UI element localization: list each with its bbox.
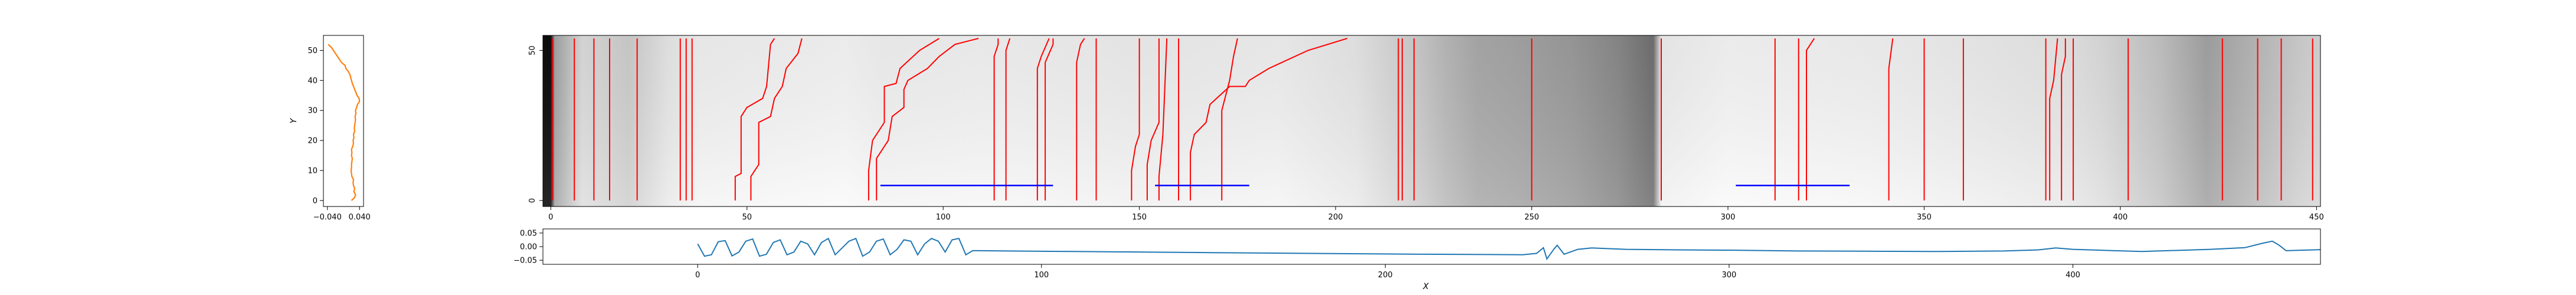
bottom-signal-y-tick-label: −0.05: [513, 257, 537, 266]
bottom-signal-y-tick-label: 0.00: [520, 243, 537, 252]
red-path-10: [868, 38, 940, 201]
bottom-signal-x-ticks: 0 100 200 300 400: [695, 264, 2080, 280]
red-path-22: [1190, 38, 1348, 201]
heatmap-y-ticks: 0 50: [528, 45, 543, 203]
heatmap-x-tick-label: 450: [2309, 213, 2324, 222]
red-path-15: [1045, 38, 1054, 201]
bottom-signal-x-tick-label: 0: [695, 271, 700, 280]
heatmap-x-tick-label: 150: [1132, 213, 1147, 222]
heatmap-y-tick-label: 0: [528, 198, 537, 203]
heatmap-x-tick-label: 100: [936, 213, 951, 222]
side-profile-panel: −0.040 0.040 0 10 20 30 40 50 Y: [289, 35, 371, 222]
side-profile-frame: [323, 35, 364, 207]
red-path-8: [734, 38, 775, 201]
side-profile-y-tick-label: 40: [307, 77, 318, 86]
bottom-signal-series: [697, 237, 2320, 261]
red-path-12: [993, 38, 999, 201]
red-path-31: [1806, 38, 1815, 201]
heatmap-frame: [542, 35, 2321, 207]
bottom-signal-y-tick-label: 0.05: [520, 229, 537, 238]
red-path-18: [1131, 38, 1140, 201]
side-profile-line-0: [328, 44, 361, 201]
red-path-14: [1036, 38, 1050, 201]
red-path-11: [876, 38, 979, 201]
red-path-20: [1158, 38, 1168, 201]
side-profile-y-axis-label: Y: [289, 117, 299, 123]
bottom-signal-x-tick-label: 400: [2066, 271, 2080, 280]
heatmap-x-tick-label: 0: [548, 213, 553, 222]
heatmap-x-tick-label: 250: [1524, 213, 1539, 222]
heatmap-x-tick-label: 350: [1917, 213, 1932, 222]
red-path-36: [2049, 38, 2058, 201]
bottom-signal-x-tick-label: 200: [1378, 271, 1393, 280]
side-profile-y-tick-label: 20: [307, 137, 318, 146]
side-profile-x-ticks: −0.040 0.040: [313, 206, 371, 222]
bottom-signal-panel: 0 100 200 300 400 0.05 0.00 −0.05 X: [513, 228, 2321, 291]
heatmap-x-tick-label: 300: [1721, 213, 1736, 222]
red-path-13: [1005, 38, 1011, 201]
red-path-16: [1076, 38, 1085, 201]
heatmap-x-tick-label: 50: [742, 213, 752, 222]
side-profile-y-ticks: 0 10 20 30 40 50: [307, 47, 323, 205]
heatmap-y-tick-label: 50: [528, 45, 537, 55]
side-profile-y-tick-label: 10: [307, 166, 318, 175]
bottom-signal-x-axis-label: X: [1422, 282, 1429, 291]
bottom-signal-x-tick-label: 100: [1034, 271, 1049, 280]
side-profile-x-tick-label: 0.040: [349, 213, 371, 222]
red-path-23: [1221, 38, 1238, 201]
side-profile-y-tick-label: 30: [307, 107, 318, 116]
red-path-37: [2061, 38, 2066, 201]
heatmap-x-tick-label: 400: [2113, 213, 2127, 222]
side-profile-x-tick-label: −0.040: [313, 213, 342, 222]
side-profile-y-tick-label: 50: [307, 47, 318, 55]
heatmap-x-ticks: 0 50 100 150 200 250 300 350 400 450: [548, 206, 2324, 222]
heatmap-panel: 0 50 100 150 200 250 300 350 400 450 0 50: [528, 35, 2324, 222]
bottom-signal-line-0: [697, 237, 2320, 261]
red-path-19: [1146, 38, 1160, 201]
heatmap-x-tick-label: 200: [1328, 213, 1343, 222]
side-profile-y-tick-label: 0: [313, 196, 318, 205]
heatmap-red-paths: [552, 38, 2313, 201]
heatmap-shading: [543, 35, 2320, 206]
bottom-signal-y-ticks: 0.05 0.00 −0.05: [513, 229, 543, 266]
bottom-signal-x-tick-label: 300: [1722, 271, 1737, 280]
red-path-9: [750, 38, 803, 201]
side-profile-series: [328, 44, 361, 201]
red-path-32: [1888, 38, 1894, 201]
